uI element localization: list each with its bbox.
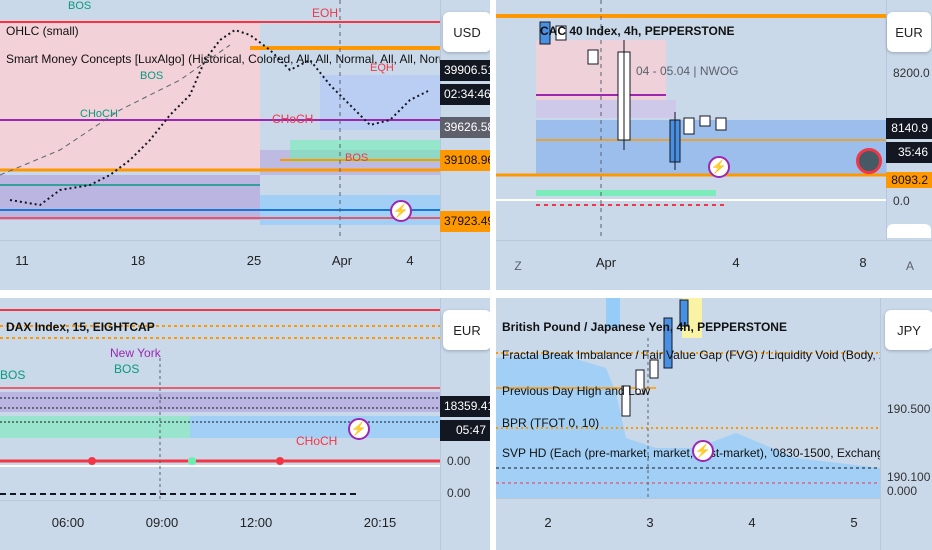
time-axis[interactable]: Z Apr 4 8 A (496, 240, 932, 290)
time-tick: 25 (246, 253, 262, 268)
nwog-annotation: 04 - 05.04 | NWOG (636, 64, 739, 78)
time-tick: Apr (595, 255, 617, 270)
indicator-legend-pdhl[interactable]: Previous Day High and Low (502, 384, 651, 398)
price-label-countdown: 02:34:46 (440, 84, 490, 105)
price-tick-zero: 0.0 (893, 194, 910, 208)
time-tick: 12:00 (239, 515, 273, 530)
price-label-level-2: 37923.49 (440, 211, 490, 232)
time-axis[interactable]: 11 18 25 Apr 4 (0, 240, 440, 290)
time-tick: 4 (748, 515, 756, 530)
price-tick-190100: 190.100 (887, 470, 931, 484)
smc-tag-bos-2: BOS (140, 70, 164, 82)
price-label-last: 18359.41 (440, 396, 490, 417)
chart-canvas[interactable]: OHLC (small) Smart Money Concepts [LuxAl… (0, 0, 440, 240)
smc-tag-choch-2: CHoCH (272, 112, 314, 126)
indicator-legend-fvg[interactable]: Fractal Break Imbalance / Fair Value Gap… (502, 348, 880, 362)
time-tick: 4 (732, 255, 740, 270)
alert-lightning-icon[interactable]: ⚡ (692, 440, 714, 462)
indicator-legend-ohlc[interactable]: OHLC (small) (6, 24, 79, 38)
time-tick: 20:15 (363, 515, 397, 530)
smc-tag-bos-1: BOS (68, 0, 92, 12)
time-tick: 06:00 (51, 515, 85, 530)
price-label-level-1: 39108.96 (440, 150, 490, 171)
chart-canvas[interactable]: DAX Index, 15, EIGHTCAP New York BOS BOS… (0, 298, 440, 500)
chart-title-legend[interactable]: CAC 40 Index, 4h, PEPPERSTONE (540, 24, 735, 38)
alert-lightning-icon[interactable]: ⚡ (708, 156, 730, 178)
time-tick: 11 (15, 253, 29, 268)
time-tick: 3 (646, 515, 654, 530)
chart-pane-top-right[interactable]: CAC 40 Index, 4h, PEPPERSTONE 04 - 05.04… (496, 0, 932, 290)
price-label-last: 8140.9 (886, 118, 932, 139)
smc-tag-choch-1: CHoCH (80, 108, 118, 120)
chart-canvas[interactable]: British Pound / Japanese Yen, 4h, PEPPER… (496, 298, 880, 498)
time-tick: 8 (859, 255, 867, 270)
time-tick: 2 (544, 515, 552, 530)
session-tag-new-york: New York (110, 346, 161, 360)
time-tick: 18 (130, 253, 146, 268)
indicator-legend-svp[interactable]: SVP HD (Each (pre-market, market, post-m… (502, 446, 880, 460)
price-tick-zero: 0.000 (887, 484, 918, 498)
time-tick: 5 (850, 515, 858, 530)
chart-pane-bottom-left[interactable]: DAX Index, 15, EIGHTCAP New York BOS BOS… (0, 298, 490, 550)
price-axis[interactable]: EUR 18359.41 05:47 0.00 0.00 (440, 298, 490, 550)
time-tick: Apr (331, 253, 353, 268)
price-tick-190500: 190.500 (887, 402, 931, 416)
chart-drawing (496, 298, 880, 498)
price-axis[interactable]: USD 39906.51 02:34:46 39626.58 39108.96 … (440, 0, 490, 290)
price-label-countdown: 35:46 (886, 142, 932, 163)
smc-tag-bos-1: BOS (0, 368, 26, 382)
currency-button[interactable]: EUR (443, 310, 490, 350)
auto-scale-letter[interactable]: A (905, 259, 915, 273)
chart-drawing (0, 0, 440, 240)
smc-tag-eqh: EQH (370, 62, 394, 74)
chart-pane-top-left[interactable]: OHLC (small) Smart Money Concepts [LuxAl… (0, 0, 490, 290)
time-axis[interactable]: 06:00 09:00 12:00 20:15 (0, 500, 440, 550)
scroll-stub (887, 224, 931, 238)
chart-title-legend[interactable]: British Pound / Japanese Yen, 4h, PEPPER… (502, 320, 787, 334)
indicator-legend-smc[interactable]: Smart Money Concepts [LuxAlgo] (Historic… (6, 52, 440, 66)
chart-pane-bottom-right[interactable]: British Pound / Japanese Yen, 4h, PEPPER… (496, 298, 932, 550)
time-axis[interactable]: 2 3 4 5 (496, 498, 880, 550)
price-label-prev-close: 39626.58 (440, 117, 490, 138)
time-tick: 4 (406, 253, 414, 268)
currency-button[interactable]: USD (443, 12, 490, 52)
replay-circle-icon[interactable] (856, 148, 882, 174)
alert-lightning-icon[interactable]: ⚡ (390, 200, 412, 222)
chart-title-legend[interactable]: DAX Index, 15, EIGHTCAP (6, 320, 155, 334)
chart-canvas[interactable]: CAC 40 Index, 4h, PEPPERSTONE 04 - 05.04… (496, 0, 886, 240)
price-tick-zero: 0.00 (447, 454, 471, 468)
currency-button[interactable]: JPY (885, 310, 932, 350)
smc-tag-eoh: EOH (312, 6, 339, 20)
price-label-countdown: 05:47 (440, 420, 490, 441)
price-tick-zero: 0.00 (447, 486, 471, 500)
currency-button[interactable]: EUR (887, 12, 931, 52)
smc-tag-choch: CHoCH (296, 434, 338, 448)
smc-tag-bos-3: BOS (345, 152, 369, 164)
price-label-level: 8093.2 (886, 172, 932, 188)
timezone-letter[interactable]: Z (514, 259, 522, 273)
indicator-legend-bpr[interactable]: BPR (TFOT 0, 10) (502, 416, 600, 430)
price-label-last: 39906.51 (440, 60, 490, 81)
smc-tag-bos-2: BOS (114, 362, 140, 376)
price-tick-8200: 8200.0 (893, 66, 930, 80)
alert-lightning-icon[interactable]: ⚡ (348, 418, 370, 440)
chart-drawing (0, 309, 440, 500)
time-tick: 09:00 (145, 515, 179, 530)
price-axis[interactable]: JPY 190.500 190.100 0.000 (880, 298, 932, 550)
